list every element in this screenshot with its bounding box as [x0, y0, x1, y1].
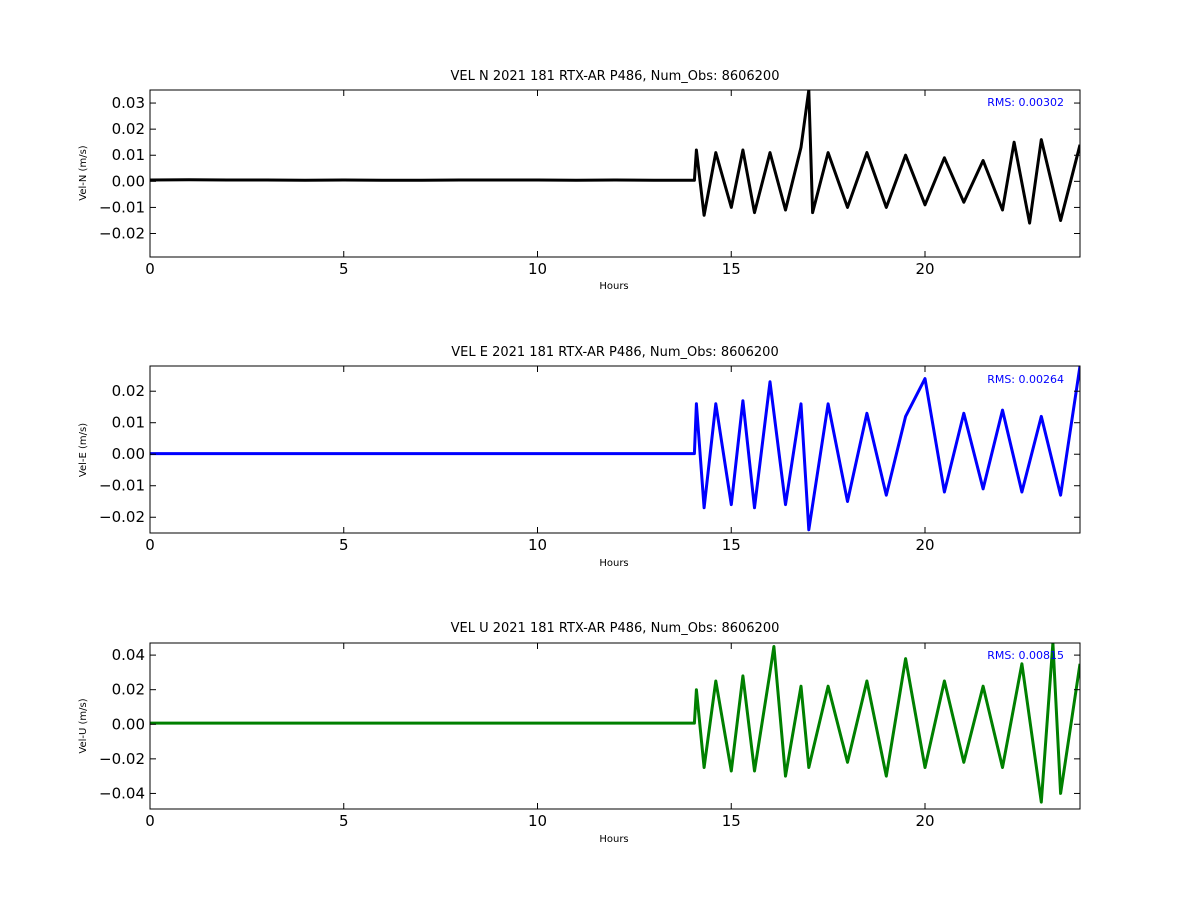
panel-title: VEL U 2021 181 RTX-AR P486, Num_Obs: 860… [451, 621, 780, 636]
y-tick-label: −0.02 [99, 750, 145, 768]
y-tick-label: 0.02 [112, 681, 145, 699]
x-tick-label: 15 [722, 536, 741, 554]
axes-frame [149, 365, 1081, 534]
rms-label: RMS: 0.00815 [987, 649, 1064, 662]
y-tick-label: 0.00 [112, 172, 145, 190]
series-line [150, 90, 1080, 225]
x-tick-label: 15 [722, 812, 741, 830]
panel-vel-n: VEL N 2021 181 RTX-AR P486, Num_Obs: 860… [78, 69, 1081, 292]
panel-title: VEL N 2021 181 RTX-AR P486, Num_Obs: 860… [451, 69, 780, 84]
y-tick-label: −0.04 [99, 784, 145, 802]
axes-frame [149, 89, 1081, 258]
x-tick-label: 0 [145, 536, 155, 554]
y-tick-label: −0.01 [99, 477, 145, 495]
x-tick-label: 5 [339, 812, 349, 830]
rms-label: RMS: 0.00302 [987, 96, 1064, 109]
panel-title: VEL E 2021 181 RTX-AR P486, Num_Obs: 860… [451, 345, 778, 360]
panel-vel-e: VEL E 2021 181 RTX-AR P486, Num_Obs: 860… [78, 345, 1081, 569]
x-tick-label: 10 [528, 812, 547, 830]
x-axis-label: Hours [599, 558, 628, 569]
y-tick-label: 0.01 [112, 146, 145, 164]
x-tick-label: 15 [722, 260, 741, 278]
panel-vel-u: VEL U 2021 181 RTX-AR P486, Num_Obs: 860… [78, 621, 1081, 845]
y-tick-label: 0.01 [112, 414, 145, 432]
y-tick-label: 0.04 [112, 646, 145, 664]
x-axis-label: Hours [599, 281, 628, 292]
axes-frame [149, 642, 1081, 810]
x-tick-label: 20 [915, 260, 934, 278]
x-tick-label: 10 [528, 260, 547, 278]
plot-area: 0 5 10 15 20 −0.02 −0.01 0.00 0.01 0.02 0.03 [99, 90, 1080, 278]
y-tick-label: 0.02 [112, 382, 145, 400]
rms-label: RMS: 0.00264 [987, 373, 1064, 386]
plot-area: 0 5 10 15 20 −0.02 −0.01 0.00 0.01 0.02 [99, 366, 1080, 554]
y-tick-label: −0.01 [99, 198, 145, 216]
series-line [150, 366, 1080, 532]
plot-area: 0 5 10 15 20 −0.04 −0.02 0.00 0.02 0.04 [99, 643, 1080, 830]
y-axis-label: Vel-N (m/s) [78, 145, 89, 200]
series-line [150, 643, 1080, 804]
x-tick-label: 10 [528, 536, 547, 554]
x-tick-label: 5 [339, 536, 349, 554]
y-tick-label: 0.00 [112, 445, 145, 463]
y-tick-label: −0.02 [99, 225, 145, 243]
y-tick-label: −0.02 [99, 508, 145, 526]
x-tick-label: 20 [915, 536, 934, 554]
x-tick-label: 5 [339, 260, 349, 278]
y-axis-label: Vel-U (m/s) [78, 698, 89, 753]
y-axis-label: Vel-E (m/s) [78, 423, 89, 477]
x-tick-label: 20 [915, 812, 934, 830]
y-tick-label: 0.02 [112, 120, 145, 138]
x-tick-label: 0 [145, 260, 155, 278]
y-tick-label: 0.00 [112, 715, 145, 733]
y-tick-label: 0.03 [112, 94, 145, 112]
x-axis-label: Hours [599, 834, 628, 845]
x-tick-label: 0 [145, 812, 155, 830]
